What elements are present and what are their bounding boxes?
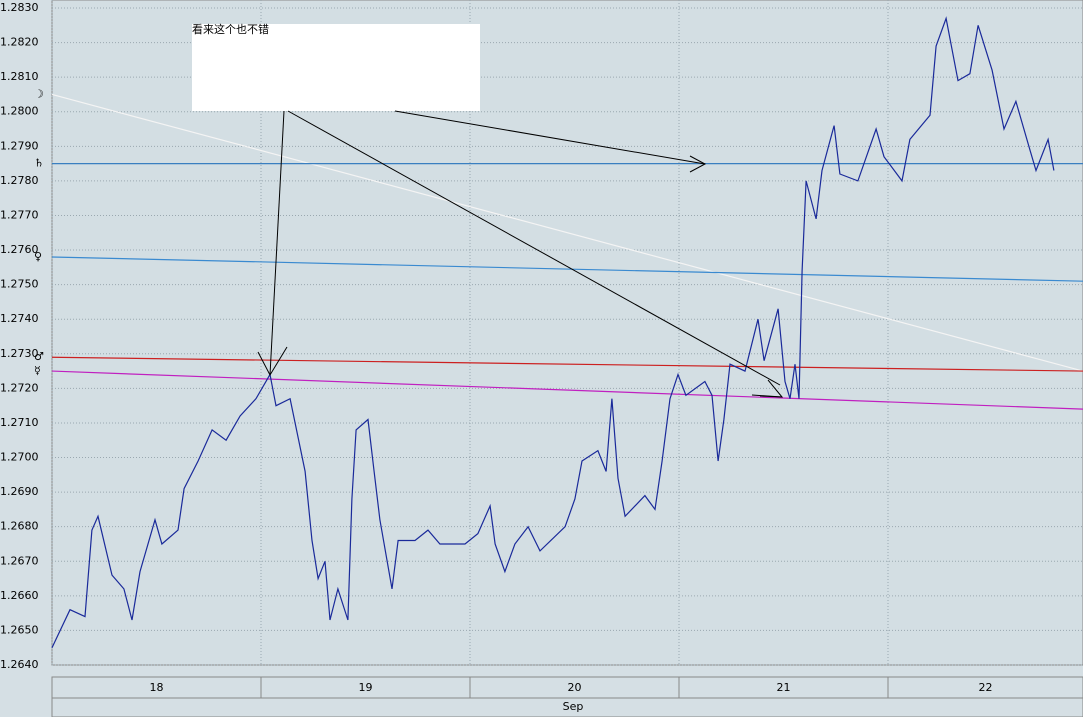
y-tick-label: 1.2730 bbox=[0, 347, 39, 360]
price-line bbox=[51, 16, 1055, 648]
y-tick-label: 1.2680 bbox=[0, 520, 39, 533]
y-tick-label: 1.2780 bbox=[0, 174, 39, 187]
annotation-text: 看来这个也不错 bbox=[192, 22, 269, 36]
planet-symbol: ♂ bbox=[34, 350, 44, 363]
planet-line bbox=[51, 256, 1083, 282]
annotation-box bbox=[192, 24, 480, 111]
planet-symbol: ☽ bbox=[34, 87, 44, 100]
y-tick-label: 1.2710 bbox=[0, 416, 39, 429]
planet-line bbox=[51, 370, 1083, 410]
x-tick-label: 19 bbox=[359, 681, 373, 694]
x-tick-label: 18 bbox=[150, 681, 164, 694]
annotation: 看来这个也不错 bbox=[192, 22, 784, 398]
y-tick-label: 1.2670 bbox=[0, 554, 39, 567]
planet-lines: ☽ ♄ ♀ ♂☿ bbox=[34, 87, 1083, 410]
arrows bbox=[257, 110, 784, 398]
y-tick-label: 1.2740 bbox=[0, 312, 39, 325]
x-tick-label: 21 bbox=[777, 681, 791, 694]
y-tick-label: 1.2790 bbox=[0, 139, 39, 152]
x-axis-label: Sep bbox=[563, 700, 584, 713]
y-tick-label: 1.2650 bbox=[0, 623, 39, 636]
y-tick-label: 1.2640 bbox=[0, 658, 39, 671]
y-tick-label: 1.2830 bbox=[0, 1, 39, 14]
x-axis-area bbox=[51, 676, 1083, 717]
y-tick-label: 1.2690 bbox=[0, 485, 39, 498]
y-tick-label: 1.2760 bbox=[0, 243, 39, 256]
y-tick-label: 1.2720 bbox=[0, 381, 39, 394]
y-tick-label: 1.2700 bbox=[0, 451, 39, 464]
planet-symbol: ♄ bbox=[34, 157, 44, 170]
y-tick-label: 1.2810 bbox=[0, 70, 39, 83]
planet-symbol: ☿ bbox=[34, 364, 41, 377]
y-tick-label: 1.2660 bbox=[0, 589, 39, 602]
y-tick-label: 1.2750 bbox=[0, 278, 39, 291]
y-tick-label: 1.2800 bbox=[0, 105, 39, 118]
planet-symbol: ♀ bbox=[34, 250, 42, 263]
price-series bbox=[51, 16, 1055, 648]
y-tick-label: 1.2770 bbox=[0, 208, 39, 221]
y-tick-label: 1.2820 bbox=[0, 36, 39, 49]
x-tick-label: 20 bbox=[568, 681, 582, 694]
planet-line bbox=[51, 356, 1083, 372]
planet-line bbox=[51, 93, 1083, 372]
x-tick-label: 22 bbox=[979, 681, 993, 694]
